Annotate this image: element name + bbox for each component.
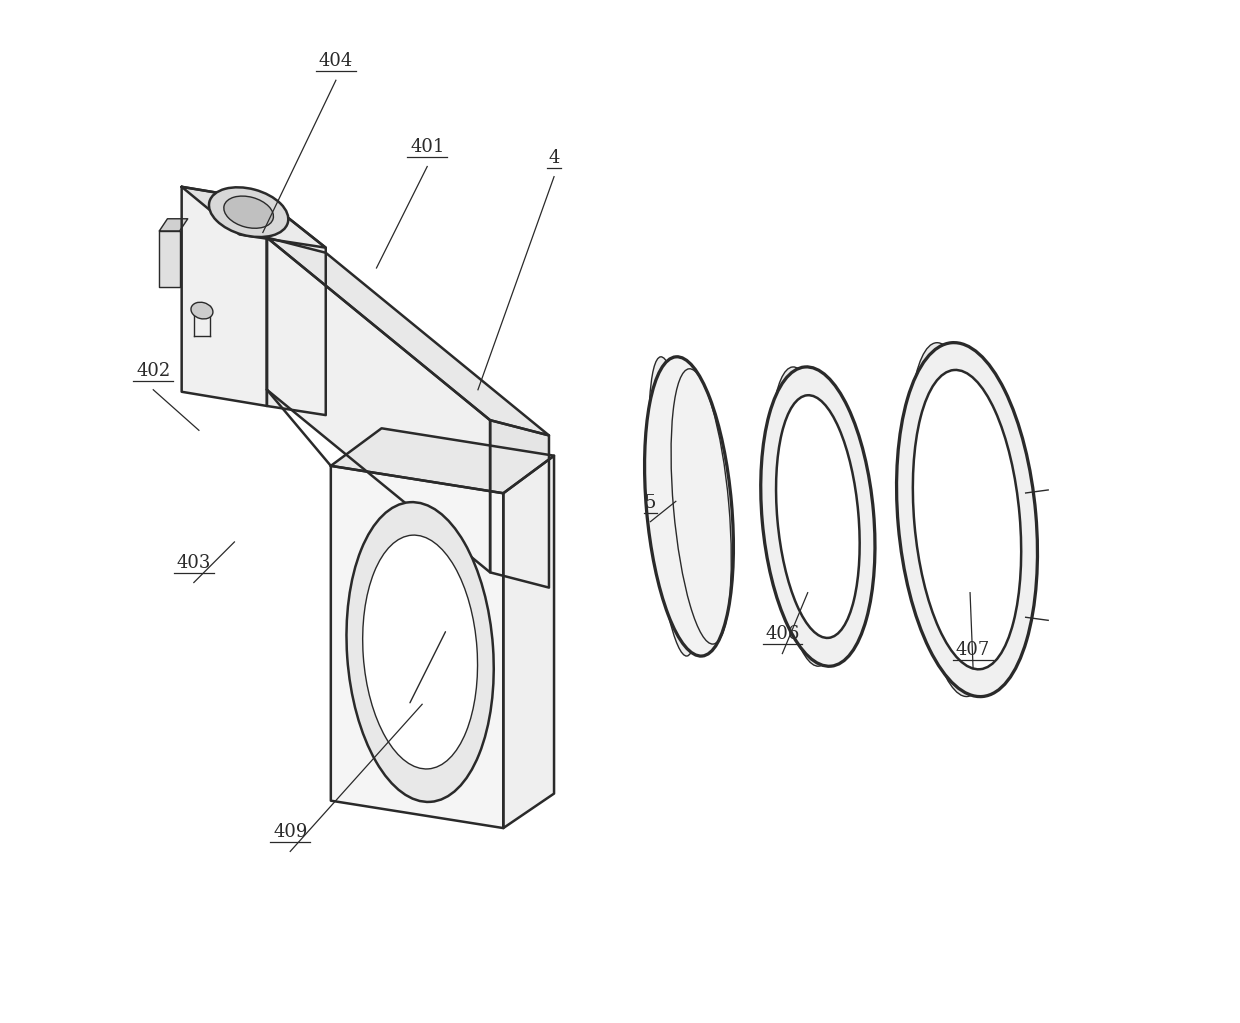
Ellipse shape — [897, 343, 1038, 697]
Ellipse shape — [649, 357, 698, 656]
Text: 406: 406 — [765, 625, 800, 643]
Ellipse shape — [346, 502, 494, 802]
Polygon shape — [267, 237, 490, 573]
Ellipse shape — [779, 395, 832, 638]
Polygon shape — [267, 237, 549, 436]
Text: 401: 401 — [410, 138, 444, 157]
Text: 403: 403 — [176, 554, 211, 573]
Ellipse shape — [918, 370, 986, 669]
Ellipse shape — [210, 187, 288, 237]
Text: 409: 409 — [273, 824, 308, 841]
Polygon shape — [182, 187, 267, 406]
Text: 5: 5 — [645, 493, 656, 512]
Ellipse shape — [191, 302, 213, 319]
Polygon shape — [331, 465, 503, 828]
Ellipse shape — [223, 196, 274, 228]
Polygon shape — [160, 231, 180, 286]
Text: 402: 402 — [136, 361, 170, 380]
Text: 4: 4 — [548, 148, 559, 167]
Polygon shape — [267, 201, 326, 415]
Polygon shape — [182, 187, 326, 248]
Ellipse shape — [761, 367, 875, 666]
Ellipse shape — [770, 367, 842, 666]
Polygon shape — [331, 429, 554, 493]
Ellipse shape — [776, 395, 859, 638]
Polygon shape — [490, 420, 549, 587]
Text: 407: 407 — [956, 640, 991, 659]
Ellipse shape — [908, 343, 996, 697]
Ellipse shape — [362, 535, 477, 769]
Text: 404: 404 — [319, 52, 353, 71]
Ellipse shape — [645, 357, 733, 656]
Polygon shape — [503, 455, 554, 828]
Polygon shape — [160, 219, 187, 231]
Ellipse shape — [913, 370, 1022, 669]
